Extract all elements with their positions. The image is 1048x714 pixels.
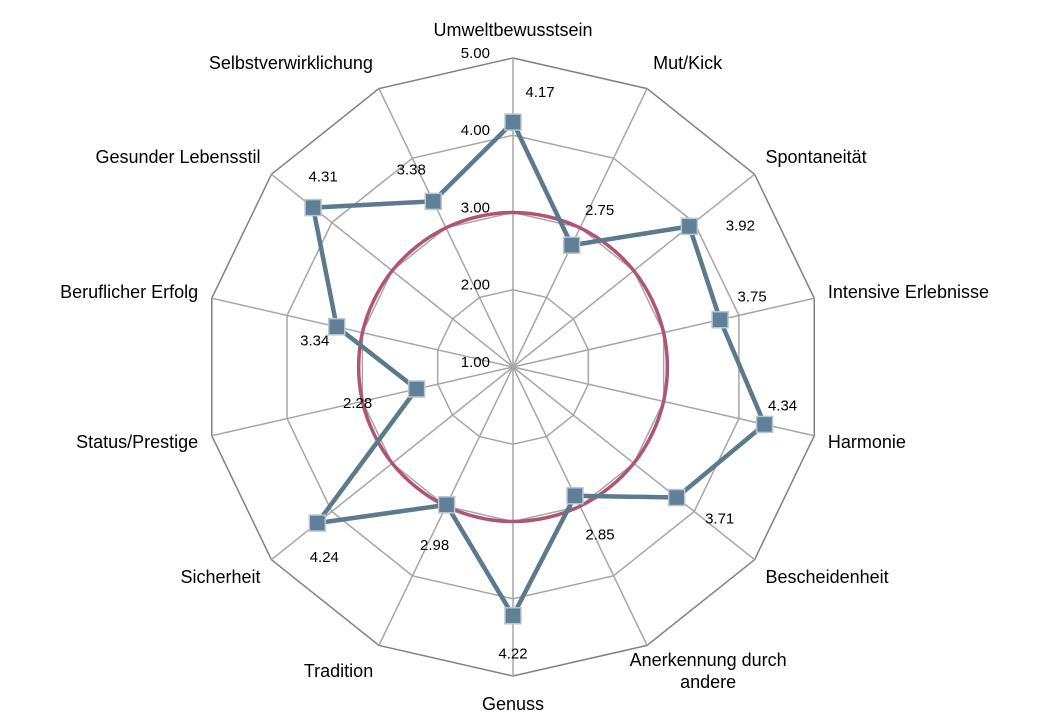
- data-label: 4.24: [310, 549, 339, 566]
- category-label: Intensive Erlebnisse: [827, 282, 989, 302]
- category-label: Sicherheit: [180, 567, 261, 588]
- y-tick-label: 5.00: [461, 45, 490, 62]
- marker: [680, 217, 699, 236]
- data-label: 4.17: [525, 84, 554, 101]
- data-label: 4.34: [768, 397, 797, 414]
- category-label: Genuss: [482, 694, 545, 714]
- marker: [328, 318, 346, 336]
- category-label: Umweltbewusstsein: [433, 20, 593, 40]
- category-label: Selbstverwirklichung: [208, 53, 373, 74]
- data-label: 3.38: [397, 161, 426, 178]
- data-label: 2.28: [343, 395, 372, 412]
- data-label: 2.98: [420, 537, 449, 554]
- data-label: 2.75: [585, 202, 614, 219]
- y-tick-label: 2.00: [461, 277, 490, 294]
- marker: [755, 415, 774, 434]
- data-label: 3.75: [738, 289, 767, 306]
- data-label: 4.22: [498, 646, 527, 663]
- marker: [407, 380, 426, 398]
- marker: [504, 606, 522, 625]
- category-label: Status/Prestige: [76, 431, 199, 452]
- marker: [504, 113, 522, 131]
- marker: [437, 496, 456, 514]
- marker: [711, 310, 729, 329]
- marker: [308, 514, 327, 532]
- series-line: [310, 118, 768, 621]
- category-label: Anerkennung durch andere: [629, 649, 787, 692]
- category-label: Harmonie: [827, 431, 906, 452]
- marker: [566, 487, 584, 505]
- category-label: Spontaneität: [765, 146, 867, 167]
- y-tick-label: 4.00: [461, 122, 490, 139]
- marker: [304, 198, 322, 217]
- data-label: 4.31: [308, 169, 337, 186]
- marker: [667, 488, 686, 507]
- data-label: 3.92: [726, 217, 755, 234]
- category-label: Beruflicher Erfolg: [60, 282, 199, 302]
- y-tick-label: 3.00: [461, 199, 490, 216]
- data-label: 3.71: [705, 510, 734, 527]
- data-label: 2.85: [585, 527, 614, 544]
- category-label: Bescheidenheit: [765, 567, 889, 588]
- series-line: [356, 210, 670, 524]
- category-label: Gesunder Lebensstil: [95, 146, 261, 167]
- marker: [424, 192, 442, 211]
- y-tick-label: 1.00: [461, 354, 490, 371]
- marker: [562, 236, 581, 254]
- category-label: Tradition: [303, 660, 374, 681]
- category-label: Mut/Kick: [653, 53, 723, 74]
- data-label: 3.34: [300, 333, 329, 350]
